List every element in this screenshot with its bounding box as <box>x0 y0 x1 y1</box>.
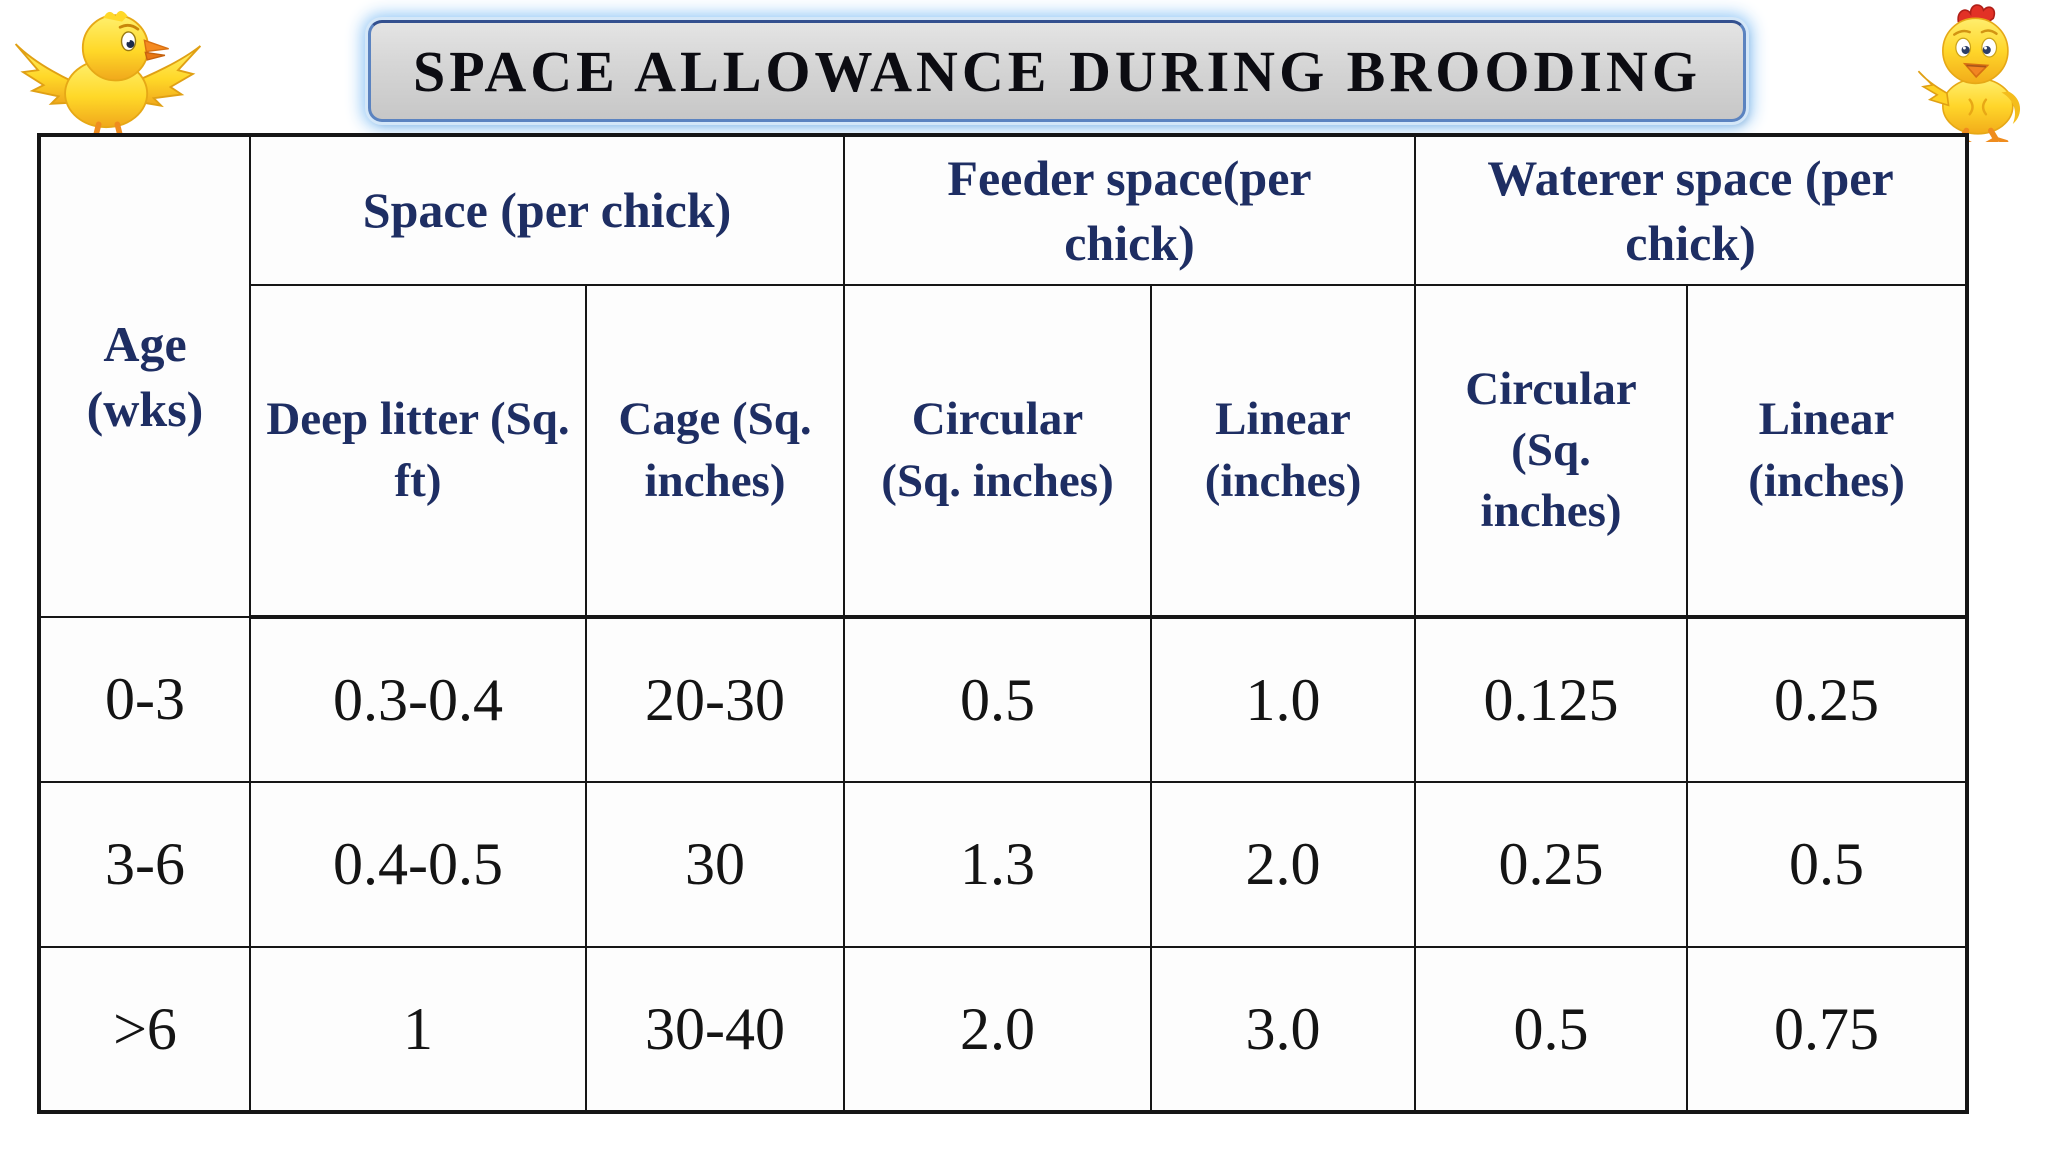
header-waterer-group: Waterer space (per chick) <box>1414 134 1969 286</box>
header-deep-litter-label: Deep litter (Sq. ft) <box>266 393 570 507</box>
chick-body <box>14 10 202 146</box>
header-space-group: Space (per chick) <box>248 134 846 286</box>
cell-age-2: >6 <box>38 946 251 1113</box>
header-feeder-linear-label: Linear (inches) <box>1204 393 1362 507</box>
cell-age-0: 0-3 <box>38 616 251 783</box>
header-feeder-group: Feeder space(per chick) <box>843 134 1417 286</box>
cell-feeder-circular-1: 1.3 <box>843 781 1153 948</box>
left-chick-image <box>14 10 202 146</box>
header-feeder-circular: Circular (Sq. inches) <box>843 284 1153 619</box>
cell-age-1: 3-6 <box>38 781 251 948</box>
cell-cage-0: 20-30 <box>584 616 846 783</box>
right-chick-image <box>1917 4 2021 142</box>
cell-waterer-linear-2: 0.75 <box>1686 946 1969 1113</box>
page-title: SPACE ALLOWANCE DURING BROODING <box>413 38 1701 104</box>
title-banner: SPACE ALLOWANCE DURING BROODING <box>368 20 1746 122</box>
header-waterer-linear: Linear (inches) <box>1686 284 1969 619</box>
cell-deep-litter-1: 0.4-0.5 <box>249 781 587 948</box>
table-row-0: 0-3 0.3-0.4 20-30 0.5 1.0 0.125 0.25 <box>38 616 1969 783</box>
header-waterer-linear-label: Linear (inches) <box>1748 393 1905 507</box>
cell-waterer-circular-0: 0.125 <box>1414 616 1689 783</box>
cell-cage-2: 30-40 <box>584 946 846 1113</box>
table-row-2: >6 1 30-40 2.0 3.0 0.5 0.75 <box>38 946 1969 1113</box>
cell-waterer-circular-1: 0.25 <box>1414 781 1689 948</box>
header-feeder-group-label: Feeder space(per chick) <box>947 149 1312 271</box>
header-feeder-linear: Linear (inches) <box>1150 284 1417 619</box>
header-cage-label: Cage (Sq. inches) <box>618 393 812 507</box>
table-row-1: 3-6 0.4-0.5 30 1.3 2.0 0.25 0.5 <box>38 781 1969 948</box>
header-cage: Cage (Sq. inches) <box>584 284 846 619</box>
cell-deep-litter-2: 1 <box>249 946 587 1113</box>
chick-body <box>1917 4 2021 142</box>
cell-cage-1: 30 <box>584 781 846 948</box>
cell-waterer-circular-2: 0.5 <box>1414 946 1689 1113</box>
cell-feeder-linear-2: 3.0 <box>1150 946 1417 1113</box>
cell-feeder-linear-0: 1.0 <box>1150 616 1417 783</box>
cell-feeder-linear-1: 2.0 <box>1150 781 1417 948</box>
cell-waterer-linear-1: 0.5 <box>1686 781 1969 948</box>
header-age: Age (wks) <box>38 134 251 618</box>
cell-deep-litter-0: 0.3-0.4 <box>249 616 587 783</box>
cell-feeder-circular-0: 0.5 <box>843 616 1153 783</box>
cell-waterer-linear-0: 0.25 <box>1686 616 1969 783</box>
header-waterer-circular-label: Circular (Sq. inches) <box>1465 362 1637 538</box>
header-waterer-circular: Circular (Sq. inches) <box>1414 284 1689 619</box>
header-waterer-group-label: Waterer space (per chick) <box>1487 149 1894 271</box>
space-allowance-table: Age (wks) Space (per chick) Feeder space… <box>37 133 1970 1114</box>
header-age-label: Age (wks) <box>86 315 204 437</box>
header-space-group-label: Space (per chick) <box>362 182 732 238</box>
cell-feeder-circular-2: 2.0 <box>843 946 1153 1113</box>
header-deep-litter: Deep litter (Sq. ft) <box>249 284 587 619</box>
header-feeder-circular-label: Circular (Sq. inches) <box>881 393 1114 507</box>
